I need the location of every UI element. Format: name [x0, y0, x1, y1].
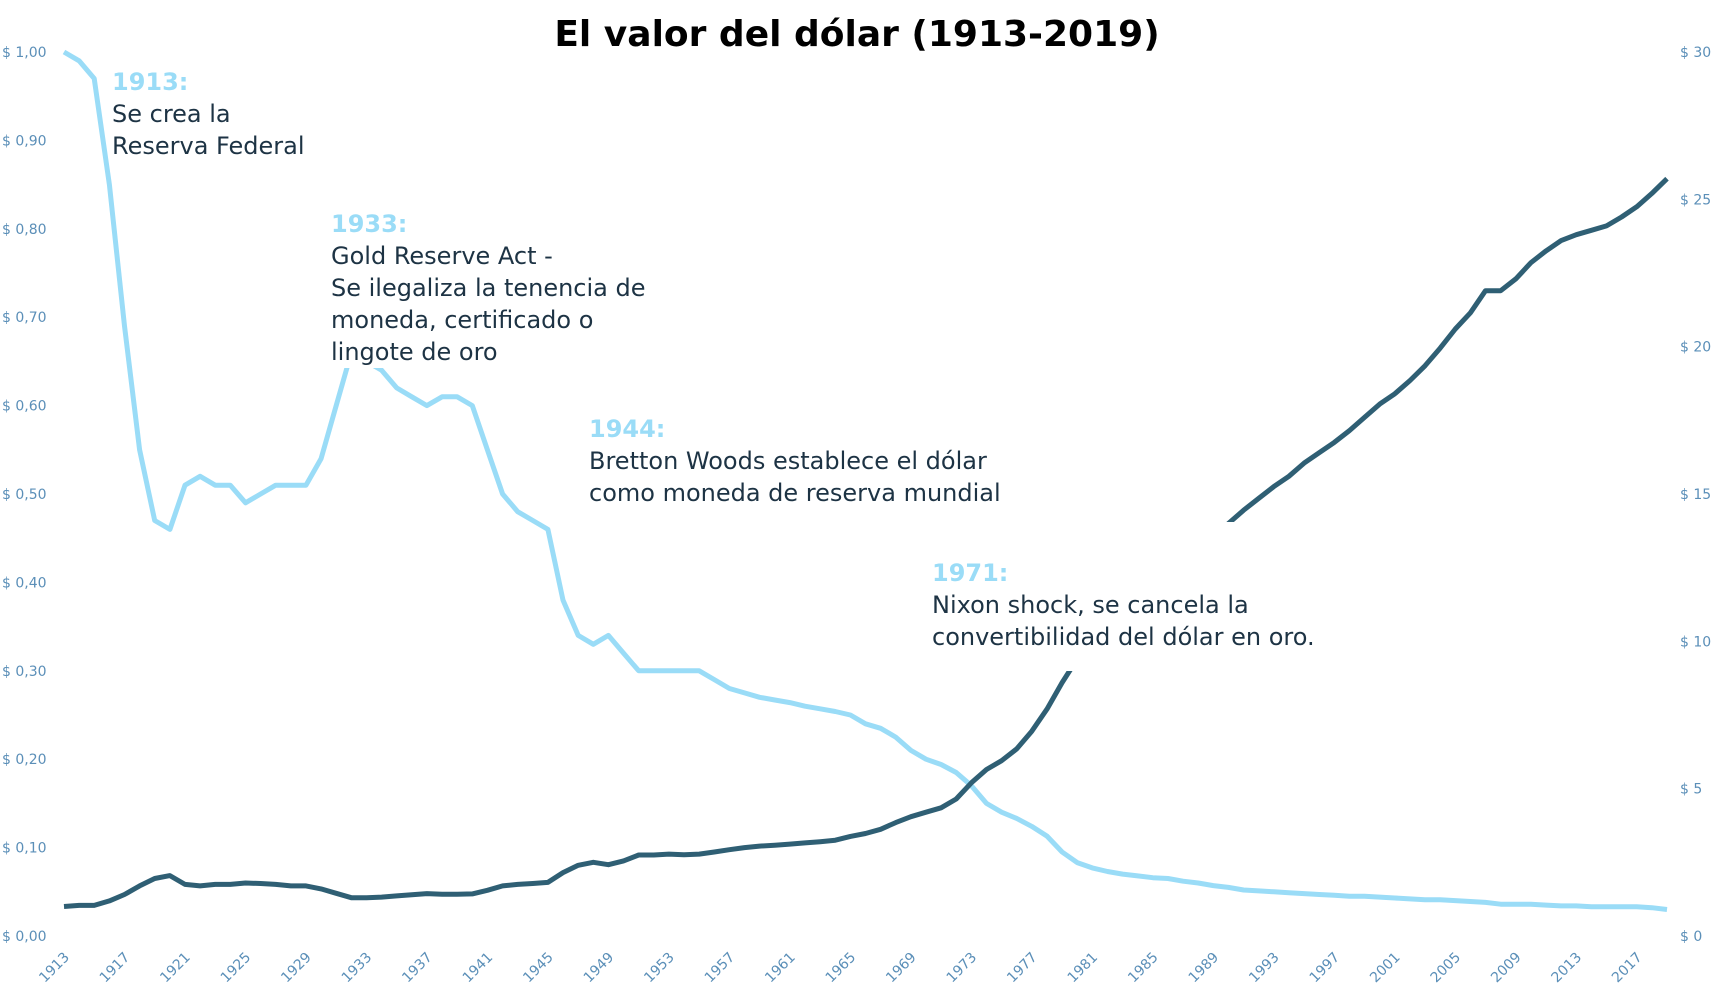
- x-tick-label: 1929: [278, 950, 315, 987]
- x-tick-label: 1957: [702, 950, 739, 987]
- annotation-1944: 1944: Bretton Woods establece el dólar c…: [589, 381, 1001, 509]
- x-tick-label: 1977: [1004, 950, 1041, 987]
- annotation-year: 1971:: [932, 559, 1009, 587]
- annotation-1933: 1933: Gold Reserve Act - Se ilegaliza la…: [331, 176, 646, 368]
- x-tick-label: 1941: [460, 950, 497, 987]
- x-tick-label: 1937: [399, 950, 436, 987]
- left-tick-label: $ 0,10: [2, 841, 47, 857]
- x-tick-label: 2009: [1488, 950, 1525, 987]
- x-axis-ticks: 1913 1917 1921 1925 1929 1933 1937 1941 1945 1949…: [36, 950, 1645, 987]
- x-tick-label: 1965: [823, 950, 860, 987]
- x-tick-label: 1945: [520, 950, 557, 987]
- annotation-year: 1913:: [112, 68, 189, 96]
- x-tick-label: 1953: [641, 950, 678, 987]
- x-tick-label: 1913: [36, 950, 73, 987]
- annotation-text: Se crea la Reserva Federal: [112, 100, 305, 160]
- x-tick-label: 1921: [157, 950, 194, 987]
- left-tick-label: $ 0,40: [2, 575, 47, 591]
- x-tick-label: 2005: [1428, 950, 1465, 987]
- right-tick-label: $ 20: [1680, 340, 1711, 356]
- series-lines: [62, 49, 1669, 912]
- annotation-year: 1933:: [331, 210, 408, 238]
- right-tick-label: $ 10: [1680, 634, 1711, 650]
- x-tick-label: 1981: [1065, 950, 1102, 987]
- x-tick-label: 1949: [581, 950, 618, 987]
- x-tick-label: 1933: [339, 950, 376, 987]
- x-tick-label: 1985: [1125, 950, 1162, 987]
- left-tick-label: $ 0,50: [2, 487, 47, 503]
- x-tick-label: 1969: [883, 950, 920, 987]
- right-tick-label: $ 30: [1680, 45, 1711, 61]
- chart-title: El valor del dólar (1913-2019): [554, 14, 1160, 55]
- left-tick-label: $ 0,60: [2, 399, 47, 415]
- left-tick-label: $ 1,00: [2, 45, 47, 61]
- x-tick-label: 1917: [97, 950, 134, 987]
- annotation-1913: 1913: Se crea la Reserva Federal: [112, 34, 305, 162]
- annotation-text: Bretton Woods establece el dólar como mo…: [589, 447, 1001, 507]
- left-tick-label: $ 0,90: [2, 133, 47, 149]
- x-tick-label: 1973: [944, 950, 981, 987]
- x-tick-label: 1925: [218, 950, 255, 987]
- annotation-text: Gold Reserve Act - Se ilegaliza la tenen…: [331, 242, 646, 366]
- x-tick-label: 1961: [762, 950, 799, 987]
- left-tick-label: $ 0,30: [2, 664, 47, 680]
- x-tick-label: 2017: [1609, 950, 1646, 987]
- right-tick-label: $ 0: [1680, 929, 1702, 945]
- annotation-text: Nixon shock, se cancela la convertibilid…: [932, 591, 1315, 651]
- left-tick-label: $ 0,00: [2, 929, 47, 945]
- x-tick-label: 1997: [1307, 950, 1344, 987]
- x-tick-label: 2013: [1549, 950, 1586, 987]
- series-line-right: [63, 176, 1669, 909]
- left-axis-ticks: $ 0,00 $ 0,10 $ 0,20 $ 0,30 $ 0,40 $ 0,50 $ 0,…: [2, 45, 47, 945]
- left-tick-label: $ 0,70: [2, 310, 47, 326]
- series-line-left: [62, 49, 1668, 912]
- x-tick-label: 1993: [1246, 950, 1283, 987]
- right-tick-label: $ 5: [1680, 782, 1702, 798]
- right-axis-ticks: $ 0 $ 5 $ 10 $ 15 $ 20 $ 25 $ 30: [1680, 45, 1711, 945]
- annotation-year: 1944:: [589, 415, 666, 443]
- left-tick-label: $ 0,80: [2, 222, 47, 238]
- left-tick-label: $ 0,20: [2, 752, 47, 768]
- x-tick-label: 2001: [1367, 950, 1404, 987]
- right-tick-label: $ 25: [1680, 192, 1711, 208]
- annotation-1971: 1971: Nixon shock, se cancela la convert…: [926, 522, 1321, 671]
- right-tick-label: $ 15: [1680, 487, 1711, 503]
- x-tick-label: 1989: [1186, 950, 1223, 987]
